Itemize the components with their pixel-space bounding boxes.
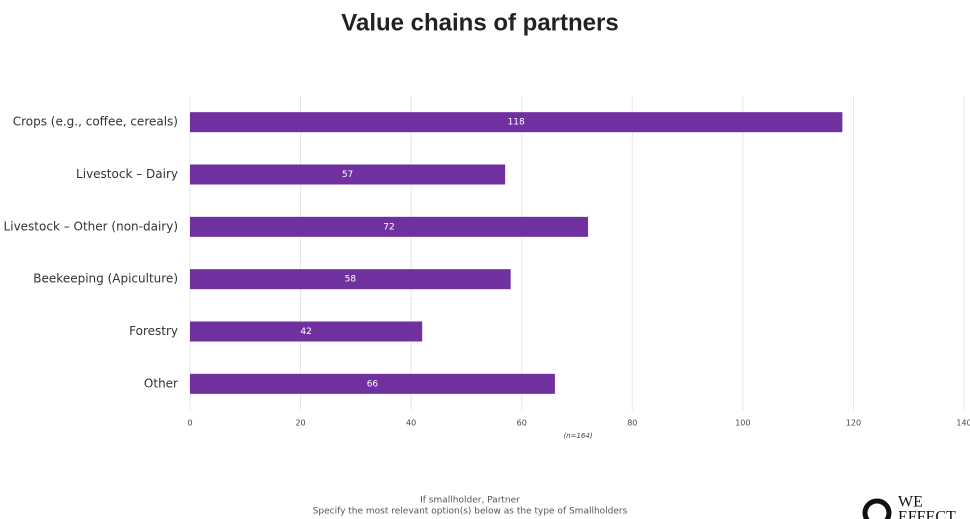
value-label: 58: [345, 275, 357, 285]
caption: Specify the most relevant option(s) belo…: [313, 507, 628, 517]
logo-text: EFFECT: [898, 509, 956, 519]
note: (n=164): [563, 432, 592, 440]
x-tick-label: 140: [956, 419, 970, 428]
bar: [190, 164, 506, 185]
value-label: 72: [383, 222, 394, 232]
y-tick-label: Crops (e.g., coffee, cereals): [13, 115, 178, 129]
caption: If smallholder, Partner: [420, 496, 520, 506]
value-label: 118: [508, 118, 525, 128]
x-tick-label: 40: [406, 419, 416, 428]
x-tick-label: 20: [295, 419, 305, 428]
x-tick-label: 80: [627, 419, 637, 428]
y-tick-label: Other: [144, 376, 178, 390]
y-tick-label: Livestock – Dairy: [76, 167, 178, 181]
bar: [190, 321, 423, 342]
y-tick-label: Beekeeping (Apiculture): [33, 272, 178, 286]
bar: [190, 269, 511, 290]
y-tick-label: Livestock – Other (non-dairy): [4, 219, 178, 233]
y-tick-label: Forestry: [129, 324, 178, 338]
logo-icon: [862, 498, 892, 519]
bar: [190, 112, 843, 133]
value-label: 42: [300, 327, 311, 337]
chart-title: Value chains of partners: [341, 9, 618, 36]
x-tick-label: 60: [517, 419, 527, 428]
bar: [190, 216, 589, 237]
logo: WE EFFECT: [862, 494, 956, 519]
x-tick-label: 0: [187, 419, 192, 428]
x-tick-label: 120: [846, 419, 861, 428]
x-tick-label: 100: [735, 419, 750, 428]
bar: [190, 373, 555, 394]
value-label: 66: [367, 379, 379, 389]
logo-text: WE: [898, 494, 923, 511]
value-label: 57: [342, 170, 353, 180]
